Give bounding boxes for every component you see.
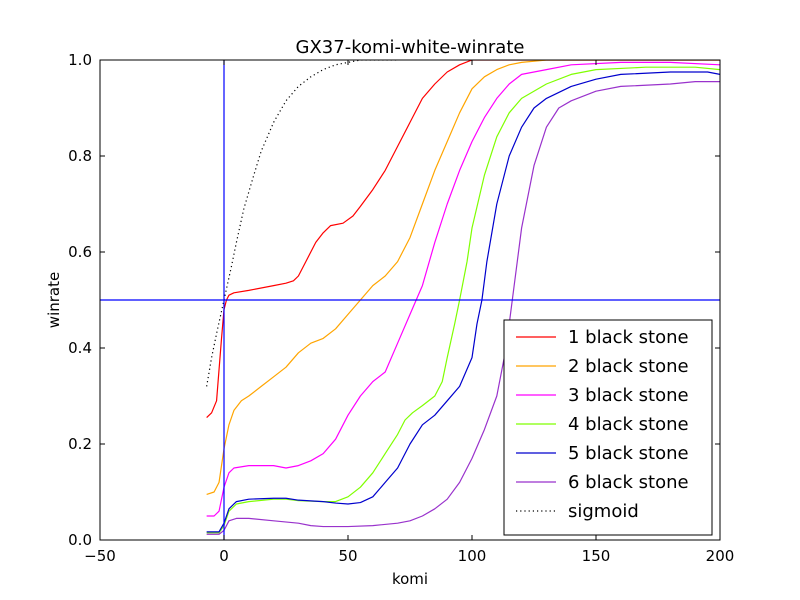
legend-label-2-black-stone: 2 black stone [568, 356, 689, 377]
series-line-6-black-stone [206, 81, 720, 535]
y-tick-label: 0.4 [68, 339, 92, 357]
series-line-4-black-stone [206, 66, 720, 534]
x-tick-label: 50 [338, 547, 357, 565]
y-tick-label: 0.2 [68, 435, 92, 453]
x-axis-label: komi [392, 570, 428, 588]
reference-lines [100, 60, 720, 540]
legend-label-sigmoid: sigmoid [568, 501, 639, 522]
legend-label-4-black-stone: 4 black stone [568, 414, 689, 435]
chart-title: GX37-komi-white-winrate [296, 37, 525, 58]
y-axis-label: winrate [45, 272, 63, 328]
x-tick-label: 150 [582, 547, 611, 565]
x-tick-label: 200 [706, 547, 735, 565]
y-tick-label: 0.8 [68, 147, 92, 165]
series-line-3-black-stone [206, 61, 720, 517]
y-tick-label: 0.0 [68, 531, 92, 549]
series-line-2-black-stone [206, 60, 720, 495]
legend-label-1-black-stone: 1 black stone [568, 327, 689, 348]
legend-box [503, 319, 713, 536]
y-tick-label: 1.0 [68, 51, 92, 69]
x-tick-label: −50 [84, 547, 116, 565]
legend-label-6-black-stone: 6 black stone [568, 472, 689, 493]
series-line-5-black-stone [206, 71, 720, 533]
legend-label-3-black-stone: 3 black stone [568, 385, 689, 406]
series-layer [206, 60, 720, 535]
axis-ticks: −50 0 50 100 150 200 0.0 0.2 0.4 0.6 0.8 1.0 [68, 51, 734, 565]
legend-label-5-black-stone: 5 black stone [568, 443, 689, 464]
legend: 1 black stone 2 black stone 3 black stone 4… [503, 319, 713, 536]
x-tick-label: 100 [458, 547, 487, 565]
x-tick-label: 0 [219, 547, 229, 565]
series-line-1-black-stone [206, 60, 720, 419]
plot-frame [99, 59, 721, 541]
y-tick-label: 0.6 [68, 243, 92, 261]
